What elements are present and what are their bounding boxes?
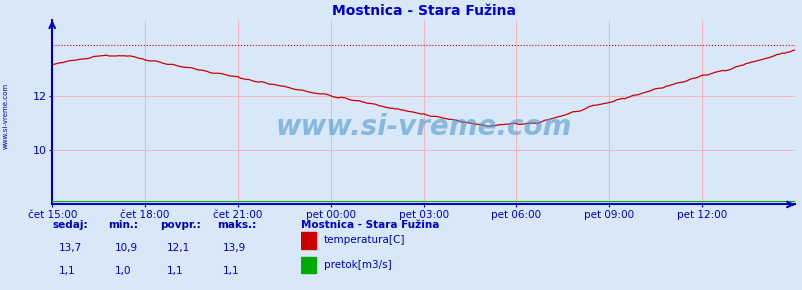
Text: 1,0: 1,0 bbox=[115, 266, 132, 276]
Text: povpr.:: povpr.: bbox=[160, 220, 201, 230]
Text: www.si-vreme.com: www.si-vreme.com bbox=[2, 83, 8, 149]
Text: sedaj:: sedaj: bbox=[52, 220, 87, 230]
Text: pretok[m3/s]: pretok[m3/s] bbox=[323, 260, 391, 270]
Bar bbox=[301, 232, 315, 249]
Text: min.:: min.: bbox=[108, 220, 138, 230]
Text: Mostnica - Stara Fužina: Mostnica - Stara Fužina bbox=[301, 220, 439, 230]
Text: 10,9: 10,9 bbox=[115, 243, 138, 253]
Title: Mostnica - Stara Fužina: Mostnica - Stara Fužina bbox=[331, 4, 515, 18]
Text: 1,1: 1,1 bbox=[59, 266, 75, 276]
Text: temperatura[C]: temperatura[C] bbox=[323, 235, 404, 245]
Text: 1,1: 1,1 bbox=[223, 266, 240, 276]
Text: www.si-vreme.com: www.si-vreme.com bbox=[275, 113, 571, 141]
Text: 13,9: 13,9 bbox=[223, 243, 246, 253]
Text: 12,1: 12,1 bbox=[167, 243, 190, 253]
Text: maks.:: maks.: bbox=[217, 220, 256, 230]
Text: 13,7: 13,7 bbox=[59, 243, 82, 253]
Text: 1,1: 1,1 bbox=[167, 266, 184, 276]
Bar bbox=[301, 257, 315, 273]
